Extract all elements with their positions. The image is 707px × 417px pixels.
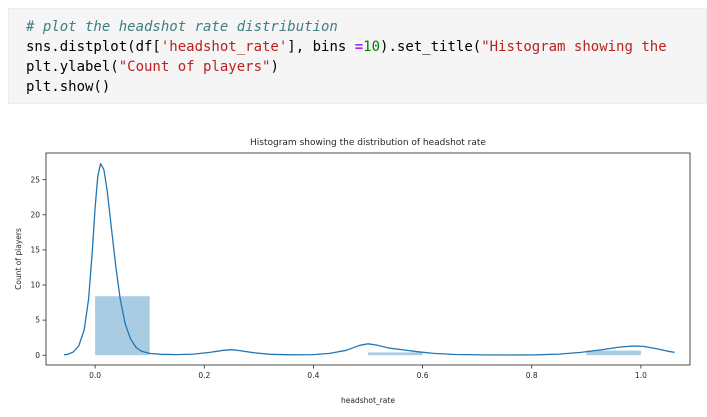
code-token: ) xyxy=(270,59,279,75)
y-tick-label: 15 xyxy=(30,246,40,255)
histogram-bar xyxy=(586,350,641,356)
x-tick-label: 1.0 xyxy=(635,371,647,380)
code-token: ], bins xyxy=(287,39,355,55)
y-axis-label: Count of players xyxy=(14,228,23,290)
kde-line xyxy=(63,162,675,356)
x-tick-label: 0.6 xyxy=(417,371,429,380)
code-line: sns.distplot(df['headshot_rate'], bins =… xyxy=(26,37,702,57)
y-tick-label: 5 xyxy=(35,316,40,325)
x-tick-label: 0.2 xyxy=(198,371,210,380)
code-line: plt.ylabel("Count of players") xyxy=(26,57,702,77)
code-line: # plot the headshot rate distribution xyxy=(26,17,702,37)
chart-title: Histogram showing the distribution of he… xyxy=(250,138,486,148)
plot-border xyxy=(45,152,691,366)
code-line: plt.show() xyxy=(26,77,702,97)
code-token: sns.distplot(df[ xyxy=(26,39,161,55)
figure-output: Histogram showing the distribution of he… xyxy=(10,133,700,411)
y-tick-label: 20 xyxy=(30,210,40,219)
y-tick-label: 0 xyxy=(35,351,40,360)
code-token: plt.show() xyxy=(26,79,111,95)
code-token: ).set_title( xyxy=(380,39,482,55)
code-token: "Histogram showing the xyxy=(481,39,667,55)
y-tick-label: 25 xyxy=(30,175,40,184)
y-tick-label: 10 xyxy=(30,281,40,290)
code-token: 'headshot_rate' xyxy=(160,39,288,55)
code-cell[interactable]: # plot the headshot rate distribution sns… xyxy=(8,8,707,104)
histogram-bar xyxy=(368,352,423,356)
code-token: 10 xyxy=(363,39,381,55)
x-axis-label: headshot_rate xyxy=(341,396,395,405)
code-token: = xyxy=(354,39,364,55)
x-tick-label: 0.8 xyxy=(526,371,538,380)
code-token: plt.ylabel( xyxy=(26,59,119,75)
plot-area: 0.0 0.2 0.4 0.6 0.8 1.0 0 5 10 15 20 25 xyxy=(30,152,691,380)
code-editor[interactable]: # plot the headshot rate distribution sns… xyxy=(26,17,702,97)
x-tick-label: 0.4 xyxy=(307,371,319,380)
code-token: # plot the headshot rate distribution xyxy=(26,19,338,35)
histogram-bar xyxy=(95,296,150,356)
code-token: "Count of players" xyxy=(118,59,271,75)
x-tick-label: 0.0 xyxy=(89,371,101,380)
output-chart: Histogram showing the distribution of he… xyxy=(14,138,691,405)
